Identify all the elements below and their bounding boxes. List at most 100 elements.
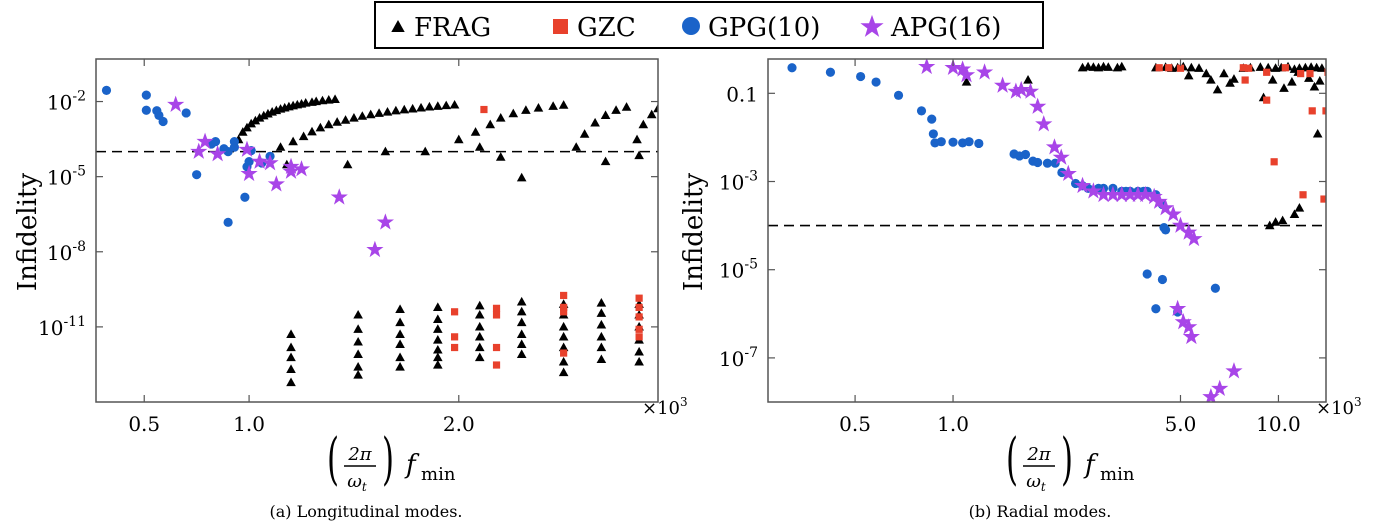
- panel-b-circle-point: [825, 67, 836, 77]
- panel-b-triangle-point: [1255, 62, 1266, 71]
- panel-a-triangle-point: [596, 308, 607, 317]
- panel-a-triangle-point: [407, 103, 418, 113]
- panel-b-triangle-point: [1183, 70, 1194, 80]
- panel-a-triangle-point: [474, 300, 485, 310]
- panel-a-star-point: [240, 164, 258, 182]
- panel-a-triangle-point: [286, 364, 296, 374]
- panel-b-circle-point: [974, 138, 984, 149]
- panel-b-square-point: [1308, 107, 1316, 115]
- panel-b-circle-point: [948, 137, 958, 147]
- panel-b-circle-point: [856, 71, 866, 82]
- panel-b-circle-point: [893, 90, 904, 100]
- panel-a-triangle-point: [558, 331, 569, 341]
- panel-a-triangle-point: [600, 156, 611, 166]
- panel-a-triangle-point: [365, 109, 376, 119]
- panel-a-triangle-point: [516, 317, 527, 327]
- panel-b-triangle-point: [1270, 217, 1281, 226]
- panel-a-triangle-point: [391, 105, 401, 115]
- panel-a-triangle-point: [474, 309, 485, 319]
- panel-b-xlabel-lparen: (: [1006, 426, 1018, 492]
- panel-b-xlabel: ( 2π ωt ) f min: [1006, 426, 1135, 494]
- panel-a-triangle-point: [298, 131, 309, 141]
- panel-a-xlabel-den: ωt: [347, 471, 367, 494]
- panel-a-xlabel-num: 2π: [347, 444, 372, 465]
- panel-a-caption: (a) Longitudinal modes.: [270, 502, 463, 521]
- panel-a-circle-point: [192, 170, 202, 180]
- panel-a-square-point: [492, 361, 501, 369]
- panel-a-x-multiplier-exp: 3: [680, 395, 688, 409]
- panel-a-triangle-point: [357, 111, 368, 120]
- panel-b-square-point: [1245, 64, 1253, 72]
- panel-b-plot-frame: [767, 58, 1327, 403]
- panel-a-triangle-point: [395, 339, 405, 348]
- panel-a-points: [101, 85, 658, 387]
- panel-b-star-point: [1121, 185, 1139, 203]
- panel-a-circle-point: [141, 105, 151, 115]
- panel-b-xtick-label-1: 1.0: [937, 412, 969, 436]
- panel-b-star-point: [1021, 82, 1040, 99]
- panel-a-series-frag: [233, 94, 658, 387]
- panel-a-triangle-point: [474, 331, 485, 341]
- panel-a-x-multiplier: ×103: [642, 395, 688, 419]
- panel-b-square-point: [1306, 69, 1314, 78]
- panel-b-star-point: [1150, 192, 1168, 209]
- panel-b-triangle-point: [1206, 75, 1216, 84]
- panel-a-triangle-point: [307, 126, 317, 136]
- panel-b-ytick-label-0: 0.1: [726, 82, 758, 106]
- panel-longitudinal: 0.5 1.0 2.010-210-510-810-11 Infidelity ( …: [13, 58, 688, 521]
- panel-b-triangle-point: [1317, 63, 1326, 72]
- legend-box: [374, 1, 1044, 49]
- panel-b-star-point: [918, 59, 936, 75]
- panel-a-ytick-label-1: 10-5: [47, 164, 86, 190]
- panel-a-triangle-point: [416, 102, 426, 112]
- panel-a-square-point: [560, 349, 568, 357]
- panel-b-triangle-point: [961, 77, 972, 86]
- panel-a-circle-point: [158, 116, 168, 127]
- panel-a-ytick-exp-3: -11: [63, 314, 86, 330]
- panel-a-triangle-point: [420, 146, 431, 156]
- panel-b-ytick-exp-1: -3: [744, 169, 758, 185]
- panel-a-triangle-point: [558, 367, 569, 377]
- panel-b-ylabel: Infidelity: [679, 173, 709, 291]
- panel-a-square-point: [635, 313, 643, 321]
- panel-b-star-point: [1129, 185, 1147, 203]
- panel-b-triangle-point: [1194, 63, 1204, 72]
- panel-a-circle-point: [223, 217, 233, 227]
- legend-square-icon: [553, 19, 568, 34]
- panel-a-triangle-point: [342, 159, 353, 169]
- panel-a-ytick-label-0: 10-2: [47, 89, 86, 115]
- panel-b-star-point: [1169, 299, 1187, 317]
- panel-a-triangle-point: [485, 119, 496, 129]
- panel-a-xlabel-sub: min: [421, 464, 456, 485]
- panel-b-xlabel-den-base: ω: [1026, 471, 1041, 492]
- panel-a-triangle-point: [395, 361, 405, 371]
- panel-a-triangle-point: [433, 314, 443, 323]
- panel-a-triangle-point: [395, 352, 405, 362]
- panel-a-triangle-point: [250, 115, 261, 125]
- panel-b-star-point: [1157, 199, 1175, 216]
- panel-a-triangle-point: [275, 142, 286, 151]
- panel-b-circle-point: [916, 106, 927, 116]
- panel-a-triangle-point: [433, 101, 443, 110]
- panel-a-triangle-point: [600, 110, 611, 119]
- panel-a-xlabel-den-sub: t: [362, 480, 367, 494]
- panel-b-circle-point: [928, 129, 938, 139]
- panel-a-triangle-point: [596, 331, 607, 341]
- panel-a-circle-point: [229, 137, 240, 147]
- panel-b-frame: [767, 58, 1327, 403]
- panel-a-square-point: [635, 303, 643, 312]
- panel-b-star-point: [1094, 185, 1113, 203]
- panel-a-circle-point: [101, 85, 112, 95]
- panel-b-circle-point: [1142, 269, 1152, 279]
- panel-b-star-point: [1180, 318, 1198, 335]
- panel-b-star-point: [1052, 148, 1070, 165]
- panel-b-x-multiplier-base: ×10: [1316, 398, 1354, 419]
- panel-a-triangle-point: [353, 336, 363, 346]
- panel-a-xlabel-den-base: ω: [347, 471, 362, 492]
- panel-a-circle-point: [210, 137, 221, 147]
- panel-b-triangle-point: [1267, 75, 1278, 84]
- panel-a-triangle-point: [516, 306, 527, 316]
- panel-a-ytick-exp-0: -2: [72, 89, 86, 105]
- panel-b-square-point: [1299, 191, 1307, 199]
